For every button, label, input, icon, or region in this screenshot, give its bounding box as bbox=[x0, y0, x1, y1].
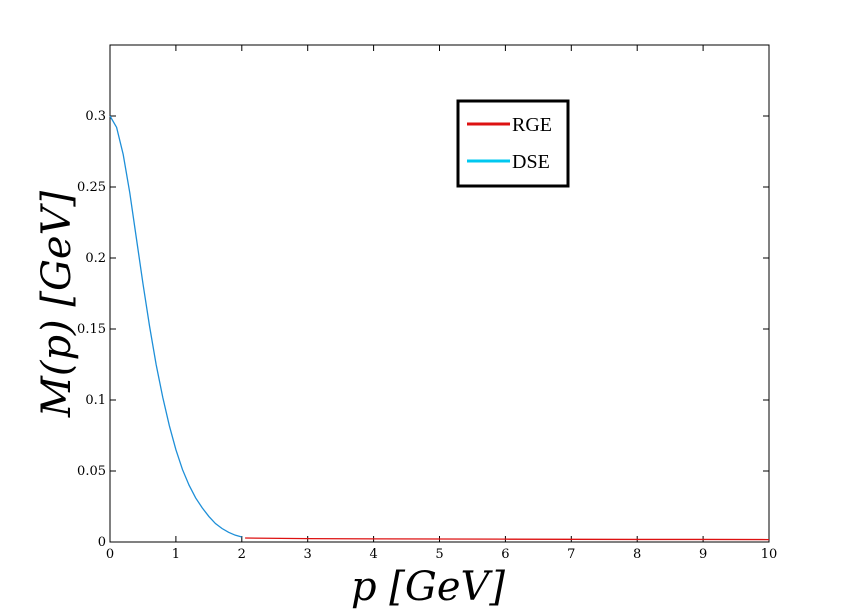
y-tick-label: 0.25 bbox=[77, 180, 106, 195]
series-lines bbox=[109, 115, 770, 541]
y-tick-label: 0.3 bbox=[85, 109, 106, 124]
legend-label-rge: RGE bbox=[512, 114, 552, 136]
x-tick-label: 6 bbox=[501, 547, 509, 562]
series-line-rge bbox=[245, 537, 770, 541]
legend-label-dse: DSE bbox=[512, 151, 550, 173]
x-tick-label: 8 bbox=[633, 547, 641, 562]
y-tick-label: 0.15 bbox=[77, 322, 106, 337]
x-tick-label: 2 bbox=[238, 547, 246, 562]
x-axis-label: p [GeV] bbox=[351, 564, 505, 610]
x-tick-label: 4 bbox=[369, 547, 377, 562]
tick-labels: 0 1 2 3 4 5 6 7 8 9 10 0 0.05 0.1 0.15 0.2 0.25 0.3 bbox=[77, 109, 777, 562]
series-line-dse bbox=[109, 115, 242, 538]
y-tick-label: 0 bbox=[98, 535, 106, 550]
x-tick-label: 10 bbox=[761, 547, 778, 562]
x-tick-label: 5 bbox=[435, 547, 443, 562]
x-tick-label: 3 bbox=[304, 547, 312, 562]
legend: RGE DSE bbox=[456, 99, 570, 188]
y-tick-label: 0.05 bbox=[77, 464, 106, 479]
x-tick-label: 7 bbox=[567, 547, 575, 562]
y-tick-label: 0.2 bbox=[85, 251, 106, 266]
x-tick-label: 9 bbox=[699, 547, 707, 562]
x-tick-label: 0 bbox=[106, 547, 114, 562]
y-tick-label: 0.1 bbox=[85, 393, 106, 408]
x-tick-label: 1 bbox=[172, 547, 180, 562]
y-axis-label: M(p) [GeV] bbox=[34, 191, 80, 419]
plot-area bbox=[109, 44, 770, 543]
legend-box bbox=[456, 99, 570, 188]
